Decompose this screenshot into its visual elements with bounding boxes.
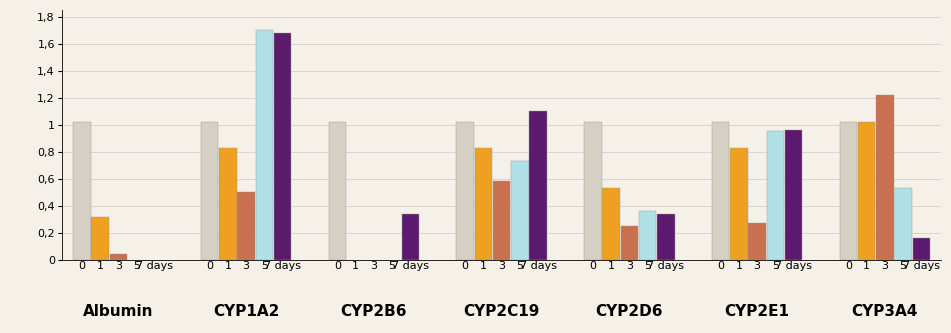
Bar — [274, 33, 291, 260]
Bar — [840, 122, 857, 260]
Bar — [639, 211, 656, 260]
Bar — [493, 181, 511, 260]
Bar — [895, 188, 912, 260]
Text: CYP1A2: CYP1A2 — [213, 304, 280, 319]
Text: CYP2D6: CYP2D6 — [595, 304, 663, 319]
Bar — [456, 122, 474, 260]
Bar — [401, 214, 419, 260]
Bar — [220, 148, 237, 260]
Bar — [730, 148, 747, 260]
Text: CYP2B6: CYP2B6 — [340, 304, 407, 319]
Text: Albumin: Albumin — [83, 304, 154, 319]
Bar — [858, 122, 875, 260]
Bar — [767, 132, 784, 260]
Text: CYP2C19: CYP2C19 — [463, 304, 540, 319]
Bar — [109, 254, 127, 260]
Bar — [201, 122, 219, 260]
Bar — [512, 161, 529, 260]
Bar — [621, 226, 638, 260]
Text: CYP2E1: CYP2E1 — [725, 304, 789, 319]
Bar — [876, 95, 894, 260]
Bar — [712, 122, 729, 260]
Bar — [475, 148, 492, 260]
Bar — [73, 122, 90, 260]
Bar — [238, 192, 255, 260]
Bar — [530, 111, 547, 260]
Bar — [748, 223, 766, 260]
Bar — [91, 216, 108, 260]
Bar — [913, 238, 930, 260]
Text: CYP3A4: CYP3A4 — [852, 304, 918, 319]
Bar — [603, 188, 620, 260]
Bar — [785, 130, 803, 260]
Bar — [657, 214, 674, 260]
Bar — [329, 122, 346, 260]
Bar — [584, 122, 602, 260]
Bar — [256, 30, 273, 260]
